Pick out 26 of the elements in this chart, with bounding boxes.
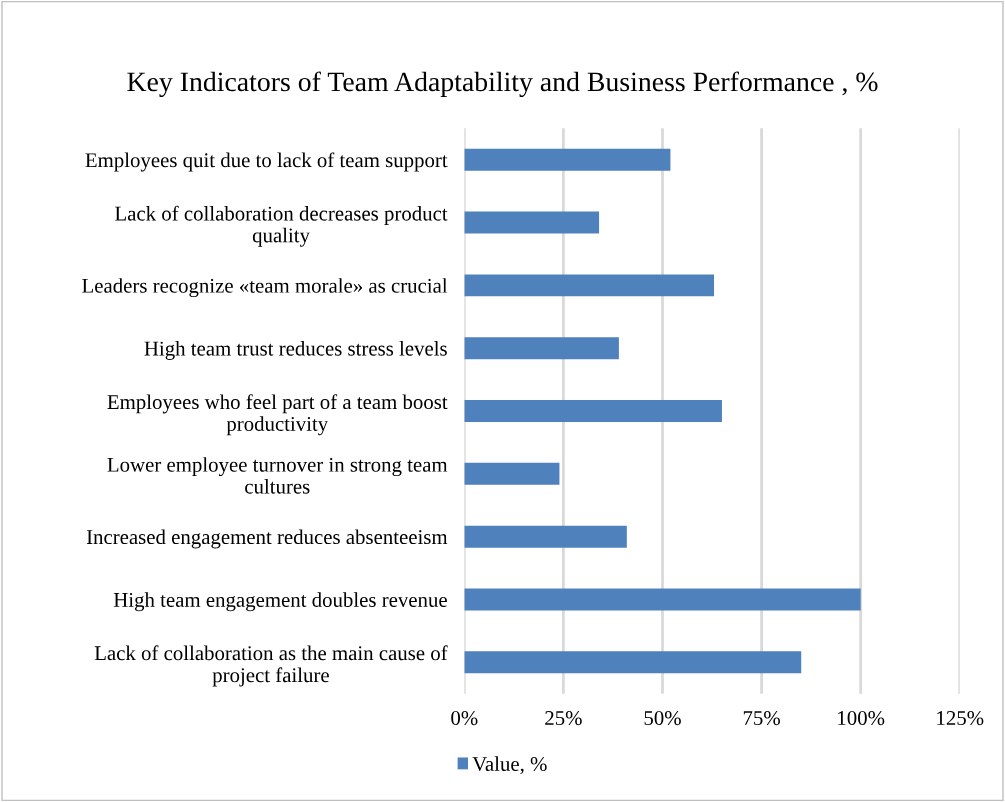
x-tick-label: 75%	[743, 711, 780, 726]
y-tick-label: Employees who feel part of a team boost productivity	[107, 394, 448, 436]
bar	[464, 462, 560, 485]
y-tick-label: Lower employee turnover in strong team cultures	[107, 457, 448, 494]
chart-title: Key Indicators of Team Adaptability and Business Performance , %	[127, 71, 878, 97]
bar	[464, 588, 861, 611]
x-tick-label: 25%	[545, 711, 582, 726]
bar	[464, 525, 627, 548]
y-tick-label: Employees quit due to lack of team support	[85, 152, 448, 172]
x-tick-label: 0%	[451, 711, 478, 726]
y-tick-label: Lack of collaboration as the main cause of project failure	[94, 645, 448, 687]
bar	[464, 400, 722, 423]
bar	[464, 211, 600, 234]
bar	[464, 651, 802, 674]
x-tick-label: 100%	[838, 711, 885, 726]
bar	[464, 148, 671, 171]
y-tick-label: Increased engagement reduces absenteeism	[86, 529, 448, 549]
x-tick-label: 125%	[937, 711, 984, 726]
y-tick-label: High team engagement doubles revenue	[113, 592, 447, 612]
y-tick-label: Lack of collaboration decreases product quality	[115, 205, 448, 247]
bar	[464, 274, 715, 297]
legend-label: Value, %	[472, 756, 547, 774]
bar	[464, 337, 619, 360]
x-tick-label: 50%	[644, 711, 681, 726]
y-tick-label: High team trust reduces stress levels	[144, 340, 447, 360]
y-tick-label: Leaders recognize «team morale» as crucial	[82, 278, 448, 298]
